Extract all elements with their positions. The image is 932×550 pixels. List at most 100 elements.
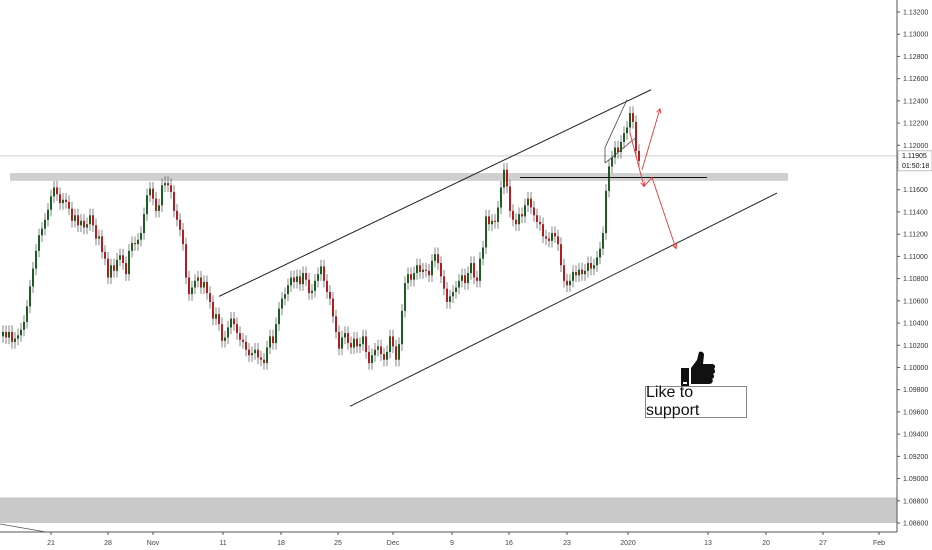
candle bbox=[248, 343, 250, 362]
candle bbox=[608, 159, 610, 198]
candle bbox=[590, 256, 592, 276]
candle bbox=[167, 176, 169, 192]
candle bbox=[293, 270, 295, 289]
projection-up-arrowhead bbox=[656, 107, 662, 114]
candle bbox=[335, 309, 337, 339]
candle-body bbox=[299, 276, 301, 285]
candle-body bbox=[149, 188, 151, 196]
candle-body bbox=[116, 259, 118, 271]
candle-body bbox=[248, 349, 250, 356]
candle-body bbox=[68, 201, 70, 209]
candle bbox=[350, 336, 352, 355]
candle bbox=[524, 198, 526, 224]
candle bbox=[482, 240, 484, 266]
candle-body bbox=[530, 198, 532, 208]
candle bbox=[347, 326, 349, 350]
resistance-zone bbox=[10, 173, 788, 181]
candle-body bbox=[473, 263, 475, 278]
candle-body bbox=[242, 339, 244, 342]
drawings-layer bbox=[0, 89, 778, 533]
candle bbox=[428, 264, 430, 282]
candle-body bbox=[428, 270, 430, 276]
candle bbox=[494, 214, 496, 229]
candle-body bbox=[191, 287, 193, 295]
candle-body bbox=[413, 273, 415, 280]
x-tick-label: 28 bbox=[104, 540, 112, 547]
candle-body bbox=[62, 199, 64, 204]
candle-body bbox=[500, 187, 502, 208]
candle bbox=[521, 207, 523, 224]
candle-body bbox=[134, 243, 136, 245]
candle bbox=[182, 223, 184, 251]
candle-body bbox=[44, 219, 46, 229]
candle-body bbox=[260, 357, 262, 360]
candle-body bbox=[533, 207, 535, 216]
candle bbox=[377, 339, 379, 357]
candle-body bbox=[257, 349, 259, 358]
candle bbox=[191, 280, 193, 301]
y-tick-label: 1.10400 bbox=[903, 321, 928, 328]
candle bbox=[479, 251, 481, 288]
candle bbox=[77, 208, 79, 232]
candle bbox=[149, 181, 151, 202]
x-tick-label: 13 bbox=[704, 540, 712, 547]
candle bbox=[572, 265, 574, 288]
candle bbox=[137, 233, 139, 251]
candle bbox=[284, 287, 286, 306]
candle bbox=[560, 237, 562, 272]
candle-body bbox=[95, 225, 97, 239]
candle-body bbox=[410, 274, 412, 280]
candle-body bbox=[308, 279, 310, 294]
candle bbox=[50, 189, 52, 217]
candle-body bbox=[275, 324, 277, 344]
candle bbox=[488, 209, 490, 231]
candle bbox=[245, 335, 247, 357]
candle bbox=[200, 270, 202, 295]
candle bbox=[323, 259, 325, 288]
candle-body bbox=[542, 224, 544, 237]
candle-body bbox=[377, 346, 379, 350]
candle bbox=[86, 217, 88, 235]
candle-body bbox=[53, 187, 55, 197]
candle bbox=[35, 244, 37, 276]
candle-body bbox=[545, 236, 547, 239]
candle-body bbox=[173, 191, 175, 211]
candle-body bbox=[506, 169, 508, 187]
candle bbox=[20, 323, 22, 342]
candle bbox=[287, 278, 289, 301]
candle-body bbox=[323, 266, 325, 281]
candle-body bbox=[110, 265, 112, 278]
candle-body bbox=[278, 308, 280, 325]
candle bbox=[272, 329, 274, 350]
candle bbox=[536, 208, 538, 229]
candle-body bbox=[449, 296, 451, 302]
candle-body bbox=[113, 265, 115, 271]
candle-body bbox=[185, 244, 187, 278]
candle-body bbox=[14, 338, 16, 342]
candle-body bbox=[338, 331, 340, 349]
candle-body bbox=[302, 273, 304, 285]
candle bbox=[368, 345, 370, 370]
candle-body bbox=[296, 276, 298, 282]
candle bbox=[470, 256, 472, 280]
candle bbox=[617, 140, 619, 159]
y-tick-label: 1.11000 bbox=[903, 254, 928, 261]
candle-body bbox=[80, 220, 82, 226]
x-tick-label: 16 bbox=[505, 540, 513, 547]
candle-body bbox=[8, 331, 10, 338]
candle-body bbox=[65, 199, 67, 202]
candle-body bbox=[512, 210, 514, 220]
candle bbox=[545, 229, 547, 246]
candle-body bbox=[626, 127, 628, 134]
candle bbox=[62, 193, 64, 210]
candle-body bbox=[50, 196, 52, 210]
candle-body bbox=[227, 327, 229, 338]
candle-body bbox=[197, 277, 199, 281]
candle-body bbox=[374, 349, 376, 356]
candle bbox=[305, 266, 307, 287]
candle bbox=[506, 163, 508, 194]
candle-body bbox=[314, 280, 316, 291]
candle-body bbox=[245, 341, 247, 350]
candle-body bbox=[254, 349, 256, 354]
